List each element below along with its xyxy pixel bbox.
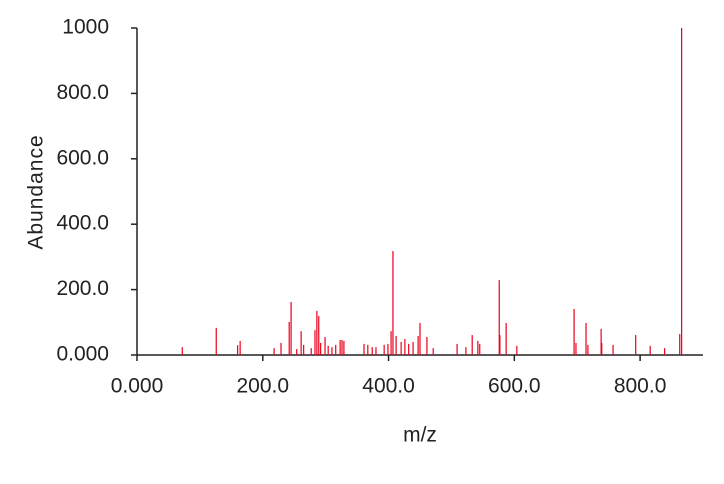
x-axis-label: m/z — [403, 424, 437, 447]
x-tick-label: 600.0 — [488, 375, 541, 398]
y-tick-label: 200.0 — [56, 277, 109, 300]
x-tick-label: 400.0 — [362, 375, 415, 398]
x-tick-label: 200.0 — [236, 375, 289, 398]
y-tick-label: 400.0 — [56, 212, 109, 235]
y-tick-label: 800.0 — [56, 81, 109, 104]
y-tick-label: 1000 — [62, 16, 109, 39]
x-tick-label: 800.0 — [614, 375, 667, 398]
y-tick-label: 600.0 — [56, 146, 109, 169]
y-axis-label: Abundance — [25, 134, 48, 249]
x-tick-label: 0.000 — [111, 375, 164, 398]
y-tick-label: 0.000 — [56, 343, 109, 366]
